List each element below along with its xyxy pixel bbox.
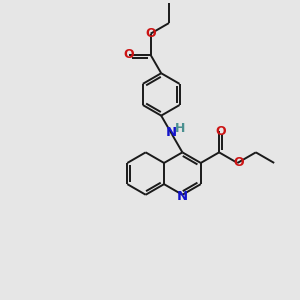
Text: O: O bbox=[145, 27, 156, 40]
Text: O: O bbox=[215, 125, 226, 138]
Text: N: N bbox=[166, 126, 177, 139]
Text: H: H bbox=[175, 122, 185, 135]
Text: N: N bbox=[177, 190, 188, 203]
Text: O: O bbox=[233, 157, 244, 169]
Text: O: O bbox=[123, 48, 134, 62]
